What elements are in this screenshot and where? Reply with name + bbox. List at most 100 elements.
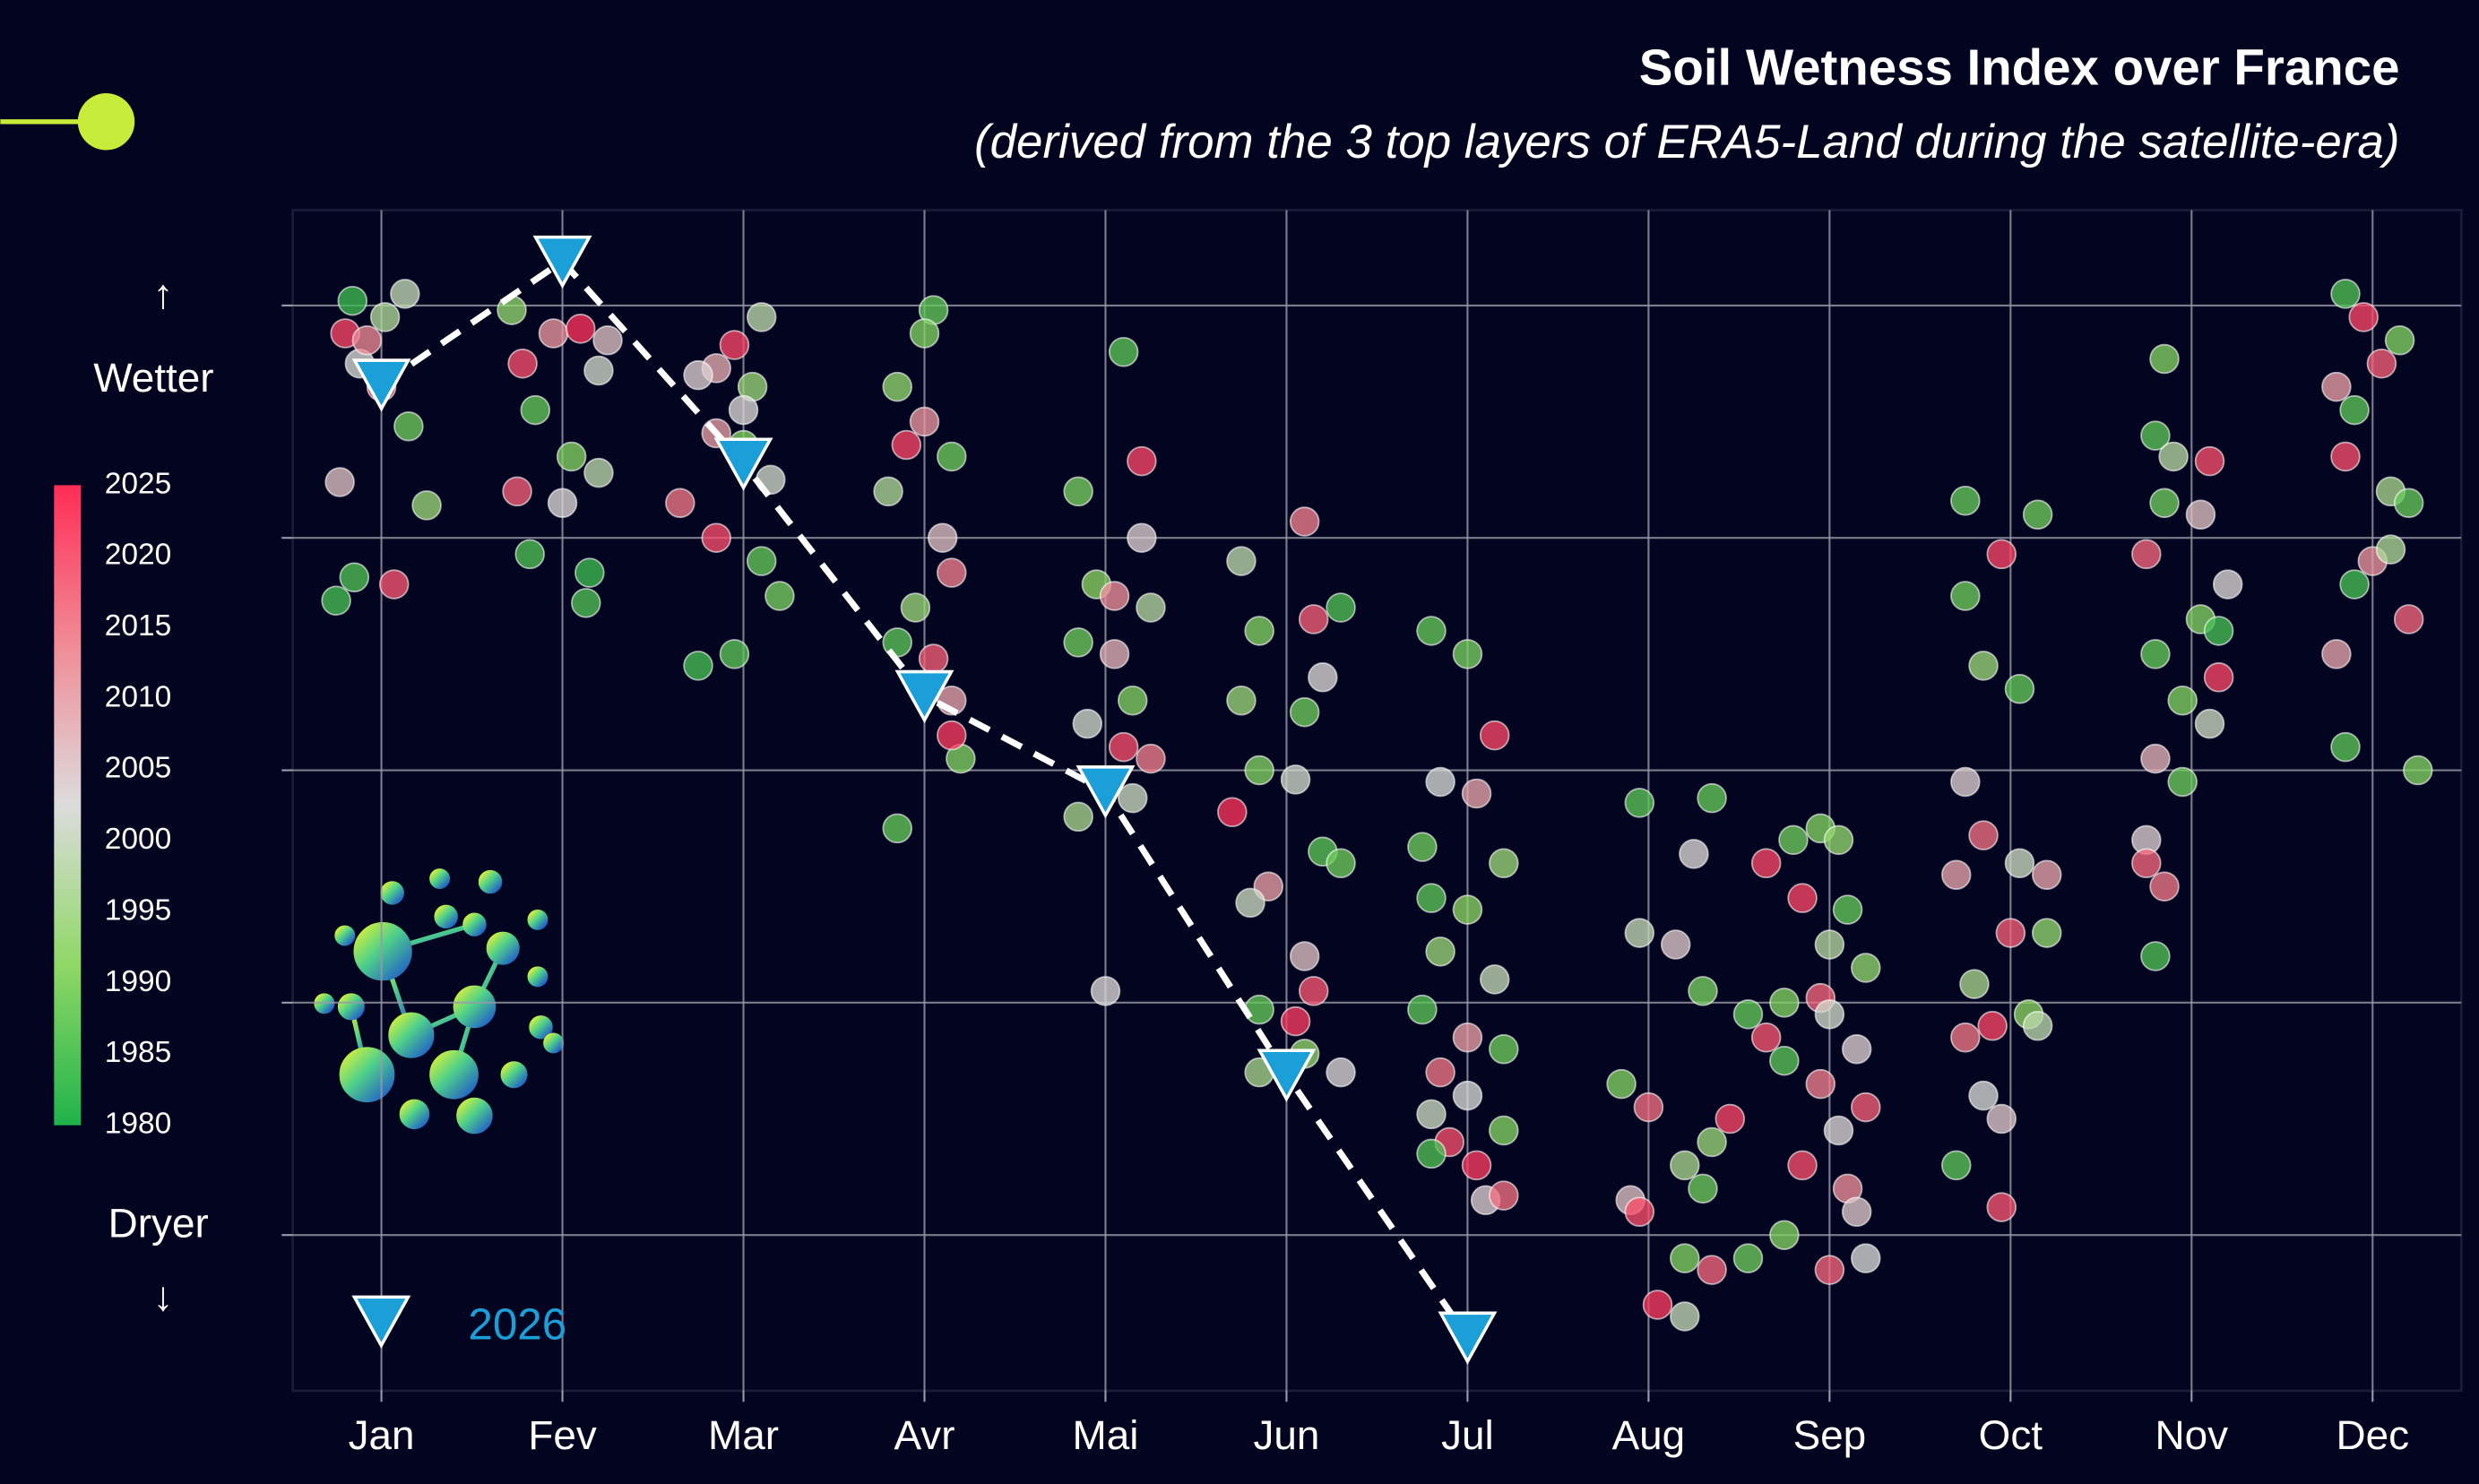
point (1090, 976, 1121, 1006)
point (746, 302, 777, 332)
point (1732, 999, 1764, 1030)
point (1298, 976, 1329, 1006)
point (565, 314, 596, 344)
point (1461, 1150, 1492, 1181)
point (1127, 522, 1157, 553)
point (1425, 936, 1455, 967)
point (1127, 445, 1157, 477)
point (1624, 1196, 1655, 1228)
point (514, 539, 545, 570)
point (2167, 766, 2198, 798)
point (1642, 1290, 1673, 1320)
point (2203, 662, 2234, 693)
point (1416, 1099, 1447, 1130)
colorbar-tick-label: 1980 (105, 1108, 172, 1141)
point (1633, 1091, 1664, 1123)
point (2131, 848, 2162, 879)
point (1995, 918, 2026, 948)
point (507, 348, 538, 379)
point (1823, 1115, 1854, 1146)
series-marker (1257, 1048, 1317, 1102)
point (1715, 1103, 1746, 1135)
point (1986, 539, 2017, 570)
point (2022, 499, 2053, 531)
point (1940, 1150, 1972, 1181)
point (574, 557, 605, 588)
point (2384, 325, 2415, 356)
point (2330, 441, 2361, 472)
x-tick-label: Aug (1612, 1411, 1686, 1458)
series-marker (532, 235, 592, 289)
point (1235, 887, 1265, 919)
point (719, 330, 750, 360)
colorbar-tick-label: 1985 (105, 1036, 172, 1069)
point (1452, 1080, 1483, 1111)
point (1226, 546, 1257, 576)
point (2149, 871, 2180, 902)
point (1326, 1057, 1356, 1088)
point (1099, 581, 1130, 611)
point (746, 546, 777, 576)
point (2140, 743, 2171, 774)
point (1244, 616, 1274, 646)
point (1063, 476, 1093, 507)
point (390, 279, 420, 309)
point (719, 639, 750, 669)
series-marker (1075, 765, 1136, 819)
x-tick-label: Jun (1253, 1411, 1319, 1458)
point (1416, 616, 1447, 646)
point (2149, 487, 2180, 519)
point (1452, 1022, 1483, 1053)
point (583, 457, 614, 488)
point (1968, 820, 1999, 850)
point (1670, 1150, 1700, 1181)
point (1968, 1080, 1999, 1111)
down-arrow: ↓ (153, 1273, 174, 1319)
point (1778, 824, 1809, 856)
point (1298, 604, 1329, 634)
point (1950, 581, 1981, 611)
x-tick-label: Mai (1073, 1411, 1139, 1458)
point (337, 285, 368, 316)
point (1063, 627, 1093, 658)
point (1280, 764, 1311, 795)
point (2393, 487, 2424, 519)
dryer-label: Dryer (108, 1200, 209, 1247)
point (1624, 918, 1655, 948)
x-tick-label: Oct (1979, 1411, 2043, 1458)
point (683, 359, 713, 391)
point (1968, 651, 1999, 681)
point (1063, 801, 1093, 833)
point (1986, 1192, 2017, 1222)
legend-label: 2026 (468, 1299, 566, 1349)
point (2212, 569, 2243, 600)
x-tick-label: Sep (1793, 1411, 1867, 1458)
point (1851, 953, 1881, 983)
point (1479, 964, 1510, 995)
point (1688, 1173, 1718, 1204)
point (1108, 336, 1139, 367)
point (378, 569, 410, 600)
point (393, 410, 424, 442)
colorbar-tick-label: 2025 (105, 467, 172, 500)
colorbar-tick-label: 1995 (105, 893, 172, 927)
point (1750, 1022, 1782, 1053)
colorbar-tick-label: 1990 (105, 965, 172, 998)
point (1851, 1243, 1881, 1273)
point (1950, 1022, 1981, 1053)
point (1769, 988, 1800, 1018)
point (538, 318, 569, 349)
point (2185, 499, 2216, 531)
plot-frame (291, 209, 2463, 1393)
point (1670, 1301, 1700, 1332)
point (1769, 1220, 1800, 1250)
point (2403, 755, 2433, 786)
point (1814, 1255, 1845, 1285)
point (1244, 755, 1274, 786)
point (2348, 302, 2379, 332)
point (873, 476, 903, 507)
point (1407, 994, 1438, 1025)
